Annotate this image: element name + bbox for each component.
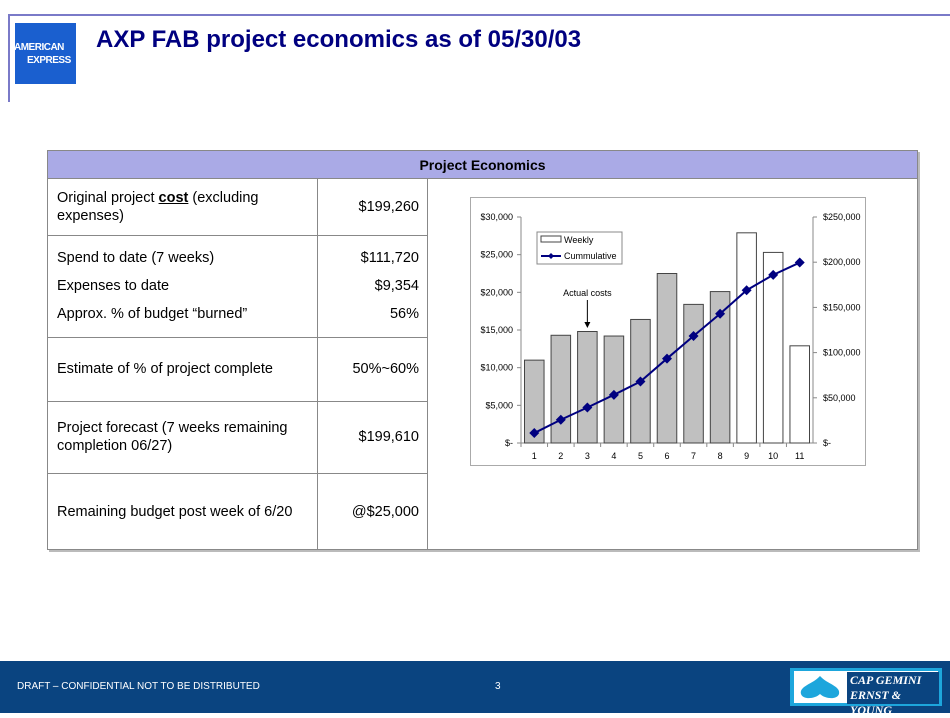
- spade-icon: [800, 676, 840, 699]
- row-remaining-value: @$25,000: [351, 504, 419, 520]
- x-tick-label: 1: [532, 451, 537, 461]
- spend-to-date-label: Spend to date (7 weeks): [57, 250, 215, 266]
- right-tick-label: $250,000: [823, 212, 861, 222]
- row-complete-label: Estimate of % of project complete: [57, 361, 273, 377]
- legend-cumulative-label: Cummulative: [564, 251, 617, 261]
- budget-burned-value: 56%: [389, 306, 419, 322]
- x-tick-label: 11: [795, 451, 804, 461]
- legend-cumulative-marker: [548, 253, 554, 259]
- budget-burned-label: Approx. % of budget “burned”: [57, 306, 248, 322]
- weekly-bar: [709, 291, 731, 444]
- weekly-bar: [736, 232, 757, 444]
- weekly-bar: [524, 359, 545, 444]
- row-original-cost-label: Original project cost (excluding expense…: [57, 179, 312, 235]
- row-forecast-label: Project forecast (7 weeks remaining comp…: [57, 420, 288, 454]
- legend-weekly-label: Weekly: [564, 235, 594, 245]
- cumulative-point: [635, 376, 646, 387]
- weekly-bar: [762, 251, 784, 444]
- divider: [427, 179, 428, 550]
- footer-disclaimer: DRAFT – CONFIDENTIAL NOT TO BE DISTRIBUT…: [17, 681, 260, 692]
- cost-chart: $- $5,000 $10,000 $15,000 $20,000 $25,000 $30,…: [470, 197, 866, 466]
- table-heading: Project Economics: [48, 151, 917, 179]
- page-title: AXP FAB project economics as of 05/30/03: [96, 26, 582, 53]
- row-forecast-value: $199,610: [358, 429, 419, 445]
- right-tick-label: $-: [823, 438, 831, 448]
- left-tick-label: $20,000: [480, 287, 513, 297]
- weekly-bar: [683, 303, 704, 444]
- economics-table: Project Economics Original project cost …: [47, 150, 918, 550]
- header-rule: [8, 14, 950, 16]
- x-tick-label: 5: [638, 451, 643, 461]
- x-tick-label: 7: [691, 451, 696, 461]
- amex-logo: AMERICAN EXPRESS: [14, 23, 76, 84]
- annotation-arrowhead: [584, 322, 591, 328]
- logo-text: ERNST & YOUNG: [850, 688, 902, 717]
- label-text: Original project: [57, 190, 159, 206]
- weekly-bar: [550, 334, 572, 444]
- divider: [48, 235, 428, 236]
- logo-text: AMERICAN: [14, 42, 64, 53]
- x-tick-label: 3: [585, 451, 590, 461]
- weekly-bar: [789, 345, 811, 444]
- logo-text: EXPRESS: [27, 55, 71, 66]
- row-remaining-label: Remaining budget post week of 6/20: [57, 504, 293, 520]
- row-spend-values: $111,720 $9,354 56%: [318, 235, 419, 337]
- divider: [48, 401, 428, 402]
- x-tick-label: 4: [611, 451, 616, 461]
- row-original-cost-value: $199,260: [358, 199, 419, 215]
- logo-text-block: CAP GEMINI ERNST & YOUNG: [847, 672, 939, 717]
- expenses-value: $9,354: [374, 278, 419, 294]
- cap-gemini-logo: CAP GEMINI ERNST & YOUNG: [790, 668, 942, 717]
- logo-text: CAP GEMINI: [850, 673, 922, 687]
- left-tick-label: $-: [505, 438, 513, 448]
- x-tick-label: 8: [718, 451, 723, 461]
- weekly-bar: [603, 335, 625, 444]
- cumulative-point: [555, 414, 566, 425]
- weekly-bar: [577, 331, 598, 444]
- right-tick-label: $50,000: [823, 393, 856, 403]
- x-tick-label: 10: [768, 451, 778, 461]
- right-tick-label: $100,000: [823, 348, 861, 358]
- page-number: 3: [495, 681, 501, 692]
- left-tick-label: $25,000: [480, 250, 513, 260]
- divider: [48, 337, 428, 338]
- x-tick-label: 6: [664, 451, 669, 461]
- left-tick-label: $10,000: [480, 363, 513, 373]
- divider: [317, 179, 318, 550]
- label-emphasis: cost: [158, 190, 189, 206]
- cumulative-point: [794, 257, 805, 268]
- spend-to-date-value: $111,720: [360, 250, 419, 266]
- logo-panel: CAP GEMINI ERNST & YOUNG: [794, 671, 939, 717]
- x-tick-label: 2: [558, 451, 563, 461]
- cumulative-point: [529, 428, 540, 439]
- right-tick-label: $200,000: [823, 257, 861, 267]
- header-rule-left: [8, 14, 10, 102]
- right-tick-label: $150,000: [823, 302, 861, 312]
- left-tick-label: $30,000: [480, 212, 513, 222]
- cumulative-point: [688, 330, 699, 341]
- cumulative-point: [608, 389, 619, 400]
- cumulative-point: [715, 308, 726, 319]
- cumulative-point: [768, 269, 779, 280]
- chart-svg: $- $5,000 $10,000 $15,000 $20,000 $25,000 $30,…: [480, 212, 861, 461]
- left-tick-label: $15,000: [480, 325, 513, 335]
- row-spend-labels: Spend to date (7 weeks) Expenses to date…: [57, 235, 312, 337]
- row-complete-value: 50%~60%: [352, 361, 419, 377]
- cumulative-point: [662, 353, 672, 364]
- annotation-label: Actual costs: [563, 288, 612, 298]
- divider: [48, 473, 428, 474]
- left-tick-label: $5,000: [485, 400, 513, 410]
- label-text: (excluding expenses): [57, 190, 259, 224]
- x-tick-label: 9: [744, 451, 749, 461]
- cumulative-point: [582, 402, 593, 413]
- legend-weekly-swatch: [540, 235, 562, 243]
- expenses-label: Expenses to date: [57, 278, 170, 294]
- cumulative-point: [741, 285, 752, 296]
